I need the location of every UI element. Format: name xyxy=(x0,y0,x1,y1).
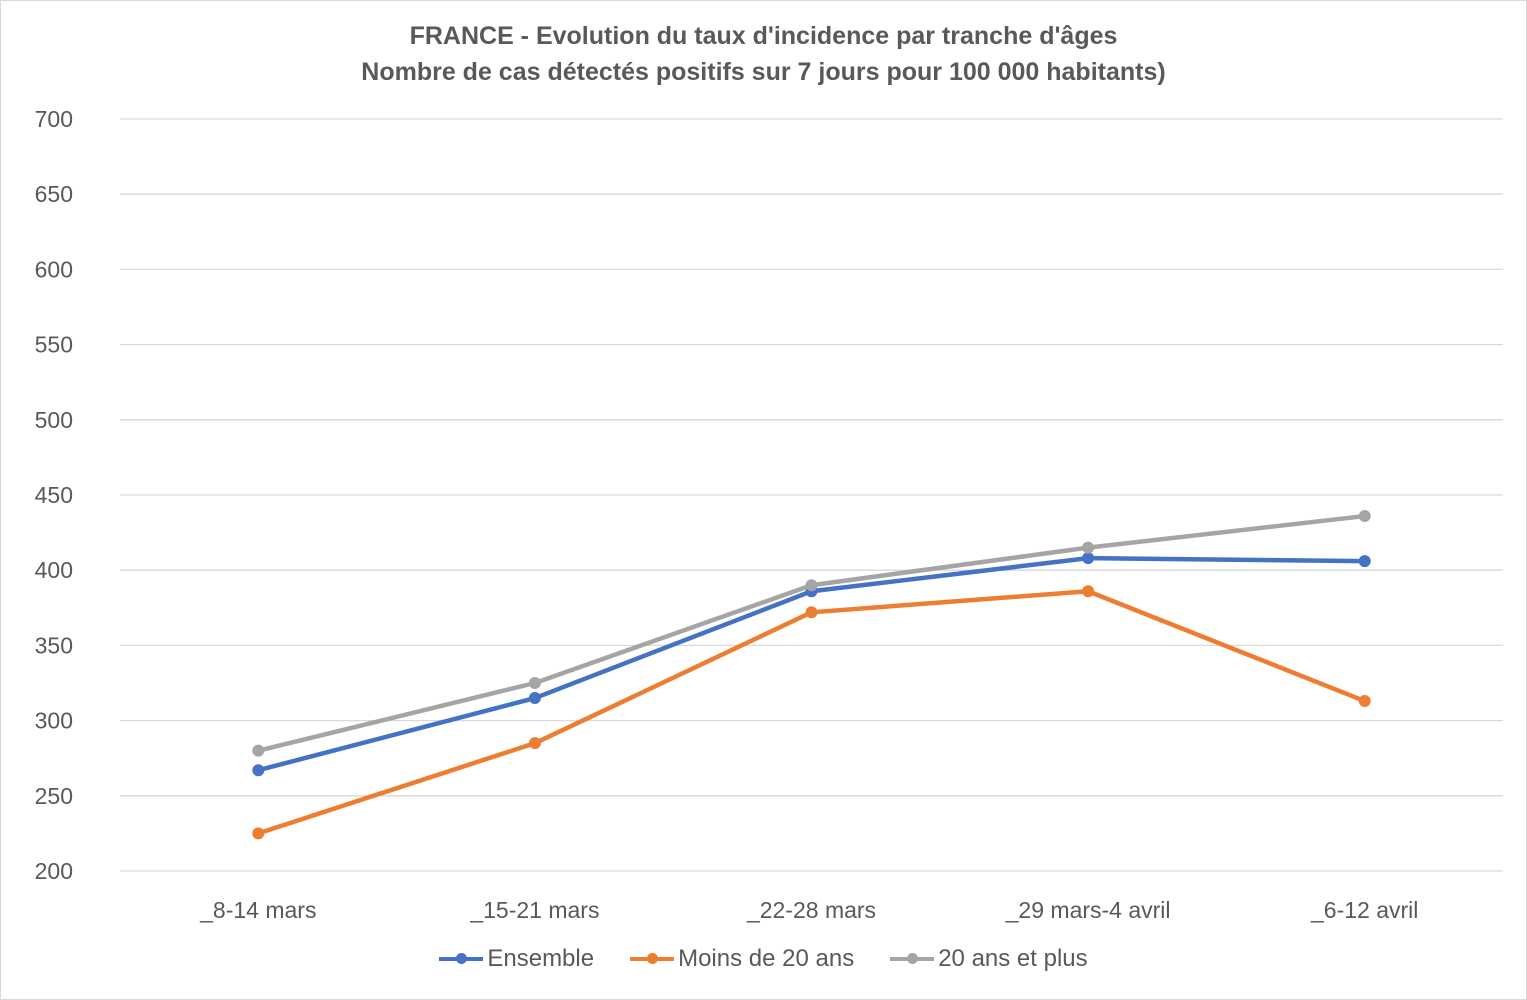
y-tick-label: 350 xyxy=(35,632,73,658)
x-tick-label: _15-21 mars xyxy=(469,897,599,923)
y-tick-label: 250 xyxy=(35,783,73,809)
x-tick-label: _8-14 mars xyxy=(199,897,316,923)
data-point xyxy=(252,827,265,840)
data-point xyxy=(252,764,265,777)
y-tick-label: 600 xyxy=(35,256,73,282)
y-tick-label: 550 xyxy=(35,332,73,358)
series-1 xyxy=(252,585,1371,840)
y-axis-ticks: 200 250 300 350 400 450 500 550 600 650 700 xyxy=(35,106,73,884)
data-point xyxy=(252,744,265,757)
legend-item: 20 ans et plus xyxy=(890,945,1088,973)
data-point xyxy=(1082,541,1095,554)
data-point xyxy=(528,677,541,689)
legend-item: Ensemble xyxy=(439,945,594,973)
data-point xyxy=(1082,585,1095,598)
legend-label: 20 ans et plus xyxy=(938,945,1088,972)
data-point xyxy=(805,579,818,592)
y-tick-label: 300 xyxy=(35,708,73,734)
series-2 xyxy=(252,510,1371,757)
y-tick-label: 700 xyxy=(35,106,73,132)
data-point xyxy=(528,692,541,705)
legend: Ensemble Moins de 20 ans 20 ans et plus xyxy=(0,945,1527,973)
legend-marker-icon xyxy=(630,953,675,964)
y-tick-label: 200 xyxy=(35,858,73,884)
data-point xyxy=(1358,510,1371,523)
legend-item: Moins de 20 ans xyxy=(630,945,854,973)
legend-label: Ensemble xyxy=(487,945,595,972)
legend-label: Moins de 20 ans xyxy=(678,945,855,972)
legend-dot xyxy=(647,953,659,964)
x-tick-label: _29 mars-4 avril xyxy=(1005,897,1171,923)
series-lines xyxy=(252,510,1371,840)
x-axis-ticks: _8-14 mars _15-21 mars _22-28 mars _29 mars… xyxy=(199,897,1418,923)
data-point xyxy=(528,737,541,750)
x-tick-label: _22-28 mars xyxy=(746,897,876,923)
data-point xyxy=(805,606,818,619)
legend-dot xyxy=(456,953,468,964)
x-tick-label: _6-12 avril xyxy=(1310,897,1418,923)
legend-marker-icon xyxy=(890,953,935,964)
y-tick-label: 500 xyxy=(35,407,73,433)
gridlines xyxy=(120,118,1503,872)
legend-marker-icon xyxy=(439,953,484,964)
legend-dot xyxy=(907,953,919,964)
data-point xyxy=(1358,695,1371,708)
y-tick-label: 450 xyxy=(35,482,73,508)
y-tick-label: 400 xyxy=(35,557,73,583)
chart-subtitle: Nombre de cas détectés positifs sur 7 jo… xyxy=(361,58,1166,86)
data-point xyxy=(1082,552,1095,565)
data-point xyxy=(1358,555,1371,568)
chart-title: FRANCE - Evolution du taux d'incidence p… xyxy=(409,22,1118,50)
y-tick-label: 650 xyxy=(35,181,73,207)
